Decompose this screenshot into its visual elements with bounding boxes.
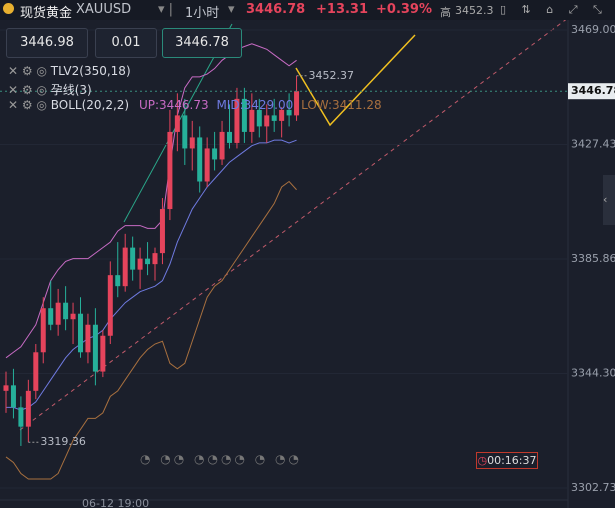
candle-body — [100, 335, 106, 372]
dropdown: ▾ — [228, 2, 235, 17]
candle-body — [92, 324, 98, 372]
candle-body — [279, 109, 285, 121]
buy-price-button[interactable]: 3446.78 — [162, 28, 242, 58]
change: +13.31 — [316, 2, 369, 17]
candle-body — [122, 247, 128, 287]
timer: ◷00:16:37 — [476, 452, 538, 469]
candle-body — [48, 308, 54, 325]
side-panel-toggle[interactable]: ‹ — [603, 175, 615, 225]
high-label: 高 — [440, 6, 451, 19]
candle-body — [294, 91, 300, 116]
trend-line — [19, 17, 569, 431]
last-price-box — [568, 83, 615, 100]
candle-body — [40, 308, 46, 353]
candle-body — [189, 137, 195, 149]
toolbar-icons[interactable]: ▯ ⇅ ⌂ ⤢ ⤡ — [500, 3, 608, 16]
event-icons: ◔ ◔◔ ◔◔◔◔ ◔ ◔◔ — [140, 452, 302, 466]
boll-line — [6, 139, 297, 411]
candle-body — [70, 313, 76, 320]
high: 3452.3 — [455, 4, 494, 17]
boll-line — [5, 43, 297, 359]
boll-line — [5, 180, 297, 480]
candle-body — [174, 115, 180, 132]
x-label: 06-12 19:00 — [82, 497, 149, 508]
candle-body — [159, 209, 165, 254]
candle-body — [271, 115, 277, 121]
indicator: ✕ ⚙ ◎ BOLL(20,2,2) UP:3446.73 MID:3429.0… — [8, 98, 382, 112]
volume-input[interactable]: 0.01 — [95, 28, 157, 58]
candle-body — [63, 302, 69, 320]
candle-body — [182, 115, 188, 149]
candle-body — [249, 109, 255, 132]
candle-body — [152, 253, 158, 265]
candle-body — [137, 258, 143, 270]
candle-body — [107, 275, 113, 336]
change-pct: +0.39% — [376, 2, 432, 17]
candle-body — [85, 324, 91, 353]
y-tick-label: 3427.43 — [571, 138, 615, 151]
y-tick-label: 3385.86 — [571, 252, 615, 265]
timeframe[interactable]: 1小时 — [185, 6, 220, 20]
candle-body — [3, 385, 9, 391]
candle-body — [145, 258, 151, 265]
projection-arrow — [295, 34, 416, 127]
timer-text: 00:16:37 — [487, 454, 537, 467]
y-tick-label: 3344.30 — [571, 366, 615, 379]
candle-body — [78, 313, 83, 353]
indicator-name: BOLL(20,2,2) — [50, 98, 130, 112]
candle-body — [234, 98, 240, 143]
boll-mid: MID:3429.00 — [216, 98, 294, 112]
candle-body — [241, 98, 247, 132]
candle-body — [55, 302, 61, 325]
candle-body — [167, 131, 173, 210]
symbol-cn[interactable]: 现货黄金 — [20, 6, 73, 20]
candle-body — [18, 407, 24, 427]
indicator-name: 孕线(3) — [50, 83, 92, 97]
candle-body — [212, 148, 218, 160]
last-price-label: 3446.78 — [571, 84, 615, 97]
boll-up: UP:3446.73 — [138, 98, 209, 112]
annotation: 3319.36 — [40, 435, 86, 448]
annotation: 3452.37 — [309, 69, 355, 82]
candle-body — [219, 131, 225, 160]
y-tick-label: 3469.00 — [571, 23, 615, 36]
indicator: ✕ ⚙ ◎ TLV2(350,18) — [8, 64, 131, 78]
candle-body — [264, 115, 270, 127]
dropdown: ▾ | — [158, 2, 174, 17]
candle-body — [286, 109, 292, 116]
candle-body — [10, 385, 16, 408]
sell-price-button[interactable]: 3446.98 — [6, 28, 88, 58]
candle-body — [227, 131, 232, 143]
candle-body — [25, 390, 31, 427]
candle-body — [204, 148, 210, 182]
y-tick-label: 3302.73 — [571, 481, 615, 494]
candle-body — [115, 275, 121, 287]
candle-body — [130, 247, 136, 270]
candle-body — [256, 109, 262, 127]
indicator: ✕ ⚙ ◎ 孕线(3) — [8, 83, 92, 97]
symbol-icon — [3, 3, 14, 14]
boll-low: LOW:3411.28 — [301, 98, 382, 112]
header: 现货黄金 XAUUSD ▾ | 1小时 ▾ 3446.78 +13.31 +0.… — [0, 0, 615, 20]
candle-body — [33, 352, 39, 391]
price: 3446.78 — [246, 2, 306, 17]
indicator-name: TLV2(350,18) — [50, 64, 131, 78]
symbol[interactable]: XAUUSD — [76, 2, 132, 17]
candle-body — [197, 137, 203, 182]
